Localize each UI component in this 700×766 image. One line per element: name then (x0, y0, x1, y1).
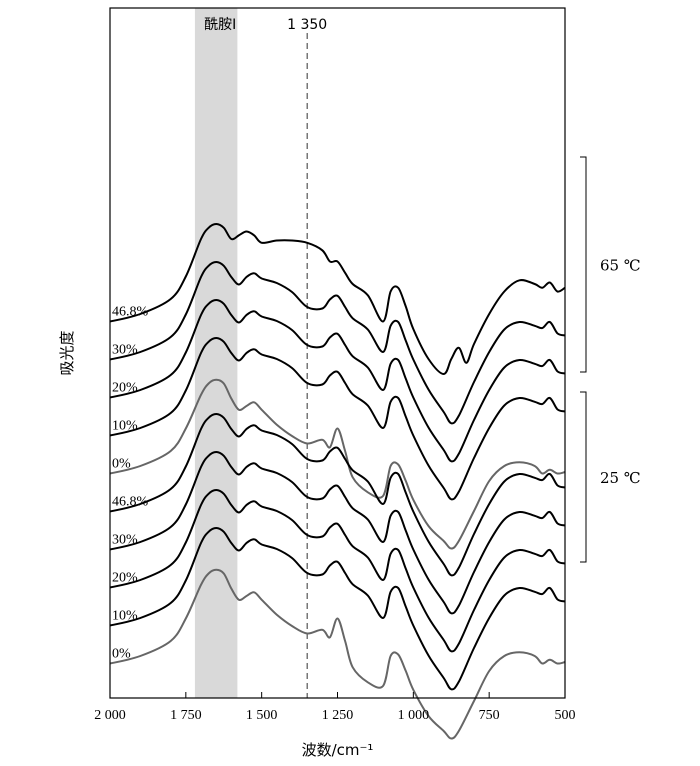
x-tick-label: 500 (555, 708, 576, 723)
x-tick-label: 1 000 (398, 708, 430, 723)
spectra-curves (109, 222, 566, 740)
group-label: 25 ℃ (600, 469, 641, 487)
series-label-5: 46.8% (112, 495, 149, 510)
x-tick-label: 1 750 (170, 708, 202, 723)
series-line-7 (109, 488, 566, 653)
series-line-5 (109, 412, 566, 577)
series-line-6 (109, 450, 566, 615)
series-label-1: 30% (112, 343, 138, 358)
reference-line-label: 1 350 (287, 17, 327, 33)
series-label-2: 20% (112, 381, 138, 396)
series-line-1 (109, 260, 566, 425)
series-line-9 (109, 568, 566, 740)
series-label-7: 20% (112, 571, 138, 586)
series-line-8 (109, 526, 566, 691)
series-line-0 (109, 222, 566, 376)
group-bracket (580, 156, 587, 373)
series-line-3 (109, 336, 566, 501)
x-tick-label: 750 (479, 708, 500, 723)
group-brackets: 65 ℃ 25 ℃ (580, 156, 641, 563)
series-label-6: 30% (112, 533, 138, 548)
x-axis-title: 波数/cm⁻¹ (302, 741, 374, 759)
amide-band-label: 酰胺I (204, 17, 236, 33)
series-label-9: 0% (112, 647, 131, 662)
x-tick-label: 1 500 (246, 708, 278, 723)
x-tick-label: 1 250 (322, 708, 354, 723)
series-label-4: 0% (112, 457, 131, 472)
y-axis-title: 吸光度 (58, 330, 76, 375)
x-tick-label: 2 000 (94, 708, 126, 723)
series-label-0: 46.8% (112, 305, 149, 320)
series-line-2 (109, 298, 566, 463)
series-label-8: 10% (112, 609, 138, 624)
x-axis-ticks: 2 000 1 750 1 500 1 250 1 000 750 500 (94, 692, 576, 723)
group-bracket (580, 391, 587, 563)
series-label-3: 10% (112, 419, 138, 434)
curve-labels: 46.8% 30% 20% 10% 0% 46.8% 30% 20% 10% 0% (112, 305, 149, 662)
group-label: 65 ℃ (600, 257, 641, 275)
